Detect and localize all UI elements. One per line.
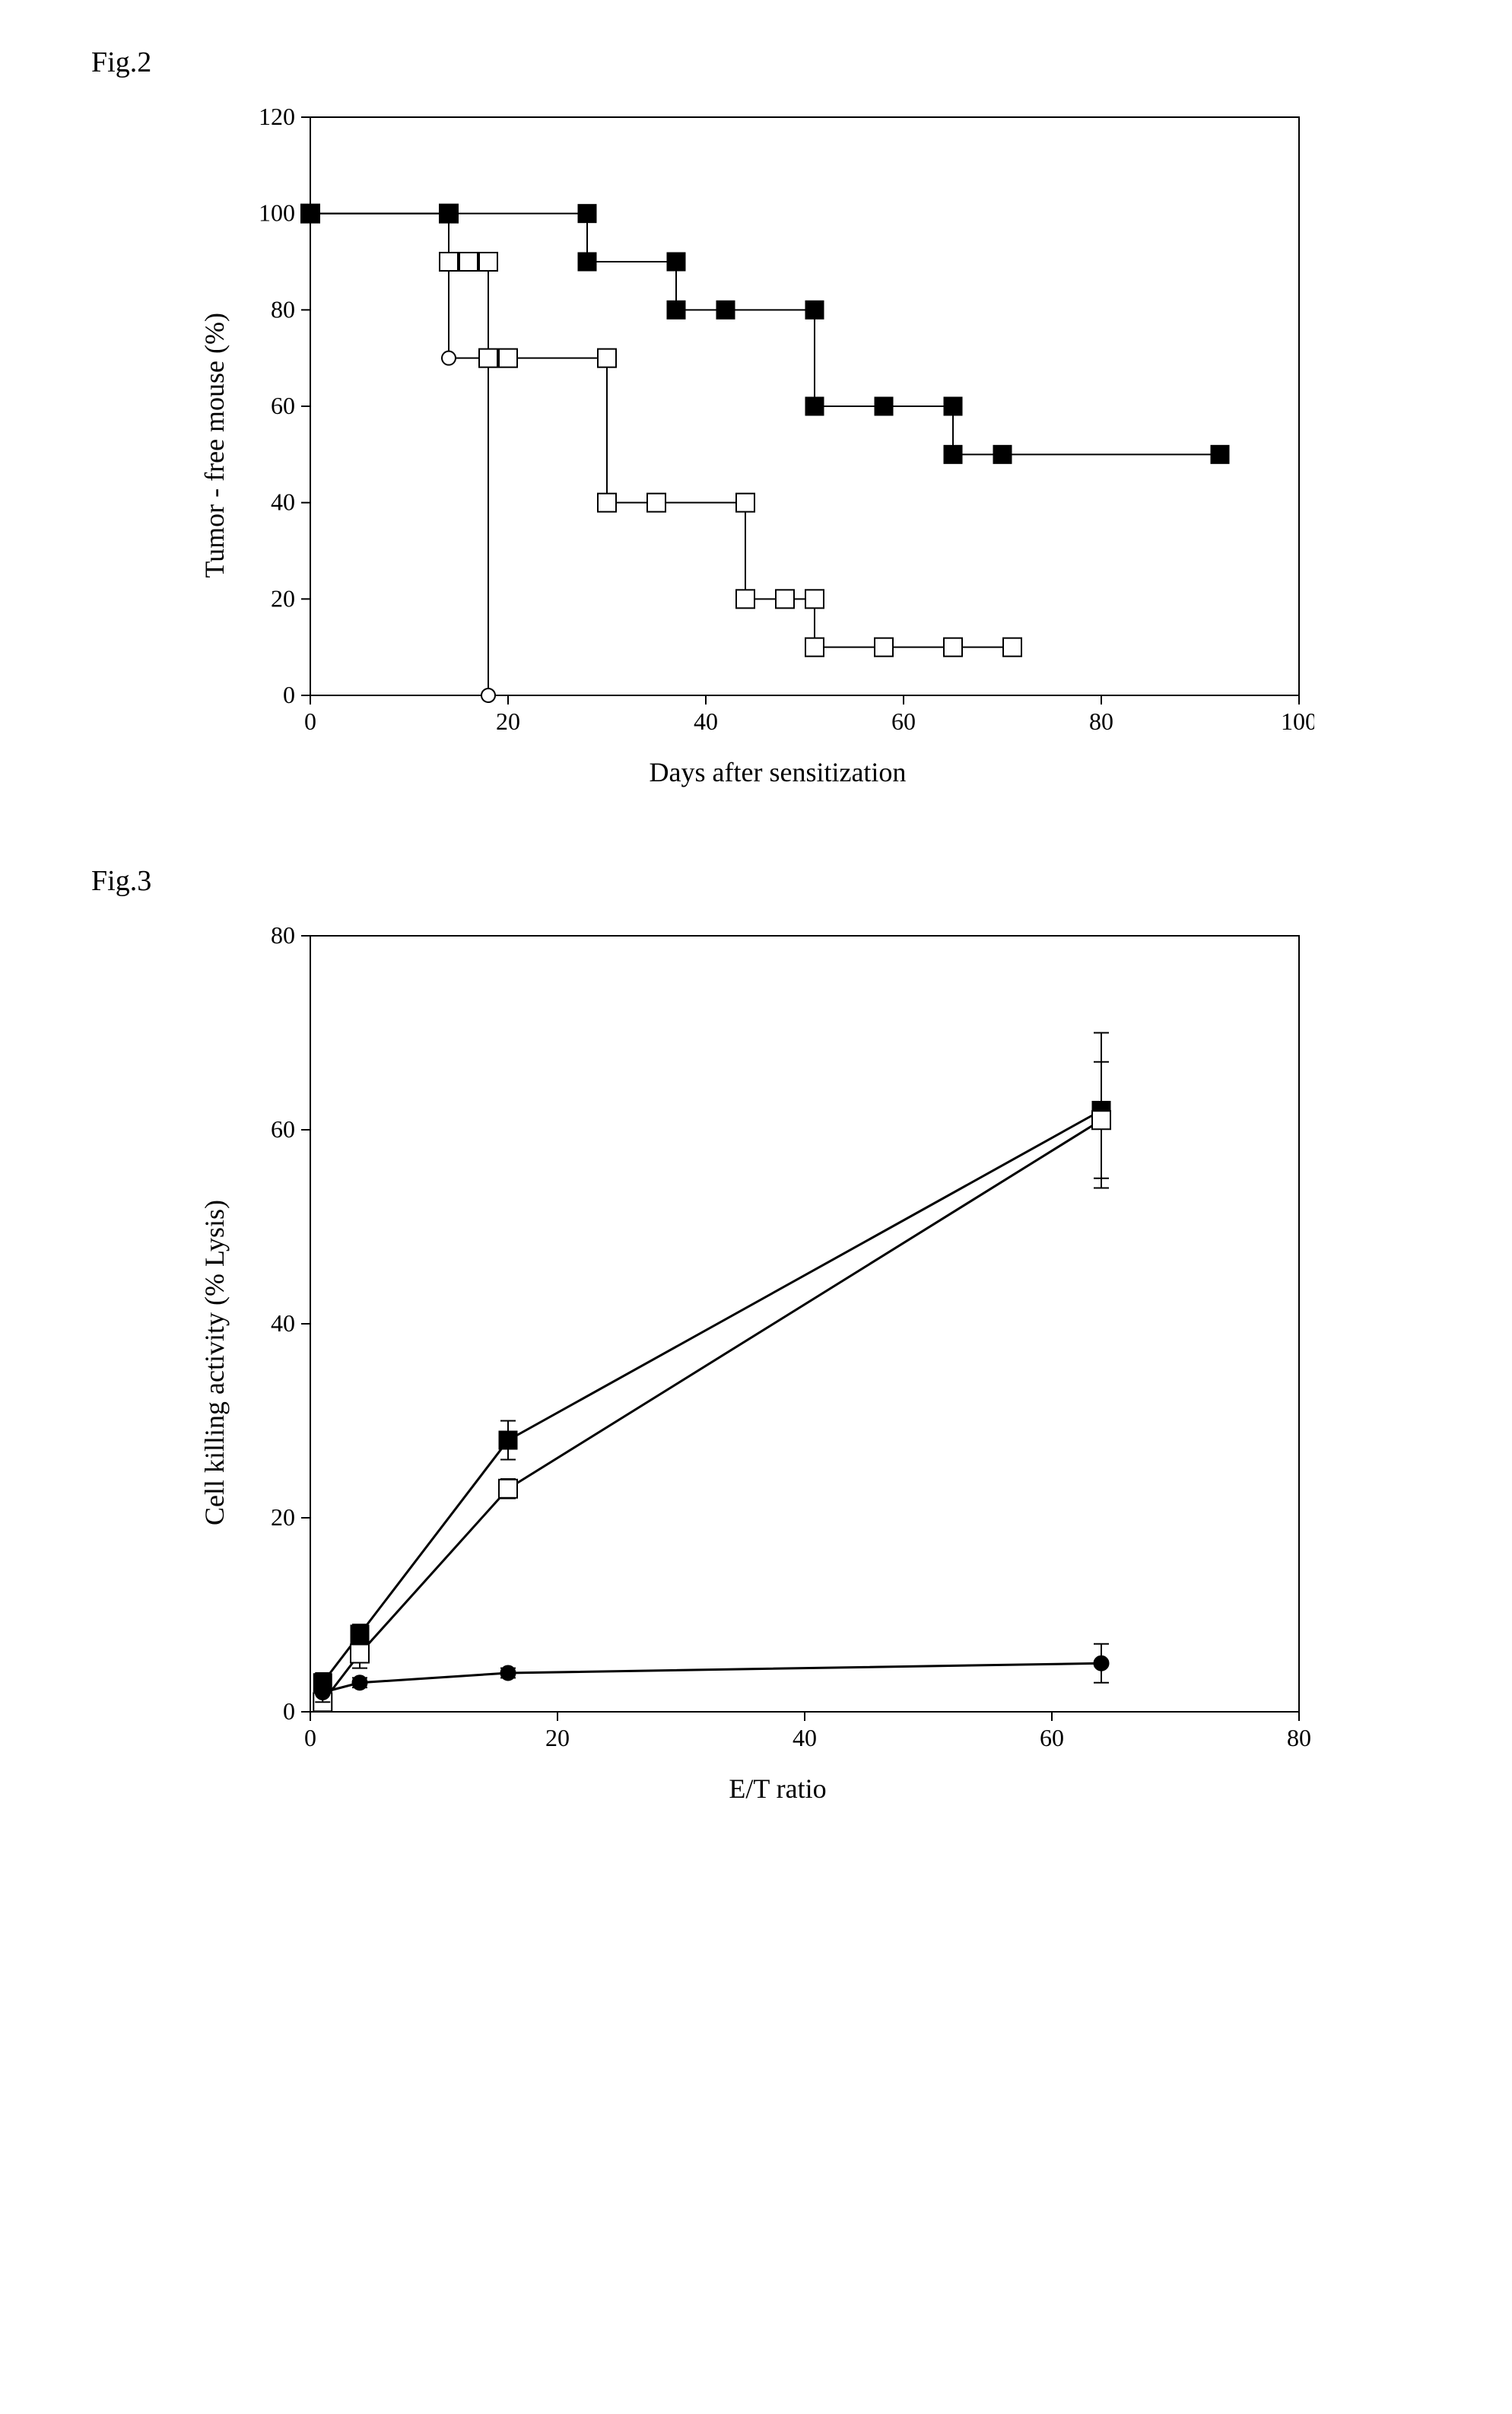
figure-2-svg: 0 20 40 60 80 100 0 20 40 60 80 100 120 — [242, 102, 1314, 749]
svg-text:0: 0 — [304, 708, 316, 735]
svg-text:100: 100 — [1281, 708, 1314, 735]
figure-2-xlabel: Days after sensitization — [242, 756, 1314, 788]
figure-3-label: Fig.3 — [91, 864, 1451, 898]
svg-text:40: 40 — [694, 708, 718, 735]
figure-2-chart-wrapper: Tumor - free mouse (%) 0 20 40 60 80 100 0 20 40… — [61, 102, 1451, 788]
svg-text:80: 80 — [1089, 708, 1113, 735]
svg-text:60: 60 — [271, 392, 295, 419]
svg-text:80: 80 — [271, 295, 295, 323]
figure-3-xlabel: E/T ratio — [242, 1773, 1314, 1805]
svg-text:20: 20 — [271, 584, 295, 612]
svg-text:80: 80 — [271, 921, 295, 949]
figure-2-label: Fig.2 — [91, 46, 1451, 79]
svg-text:40: 40 — [793, 1724, 817, 1751]
figure-3-svg: 0 20 40 60 80 0 20 40 60 80 — [242, 921, 1314, 1765]
figure-2-ylabel: Tumor - free mouse (%) — [199, 313, 230, 578]
svg-text:40: 40 — [271, 488, 295, 516]
svg-text:0: 0 — [304, 1724, 316, 1751]
svg-text:20: 20 — [496, 708, 520, 735]
svg-text:20: 20 — [545, 1724, 570, 1751]
svg-text:60: 60 — [271, 1115, 295, 1143]
svg-text:60: 60 — [891, 708, 916, 735]
svg-text:60: 60 — [1040, 1724, 1064, 1751]
svg-text:0: 0 — [283, 681, 295, 708]
figure-3-chart-wrapper: Cell killing activity (% Lysis) 0 20 40 60 8… — [61, 921, 1451, 1805]
svg-text:0: 0 — [283, 1697, 295, 1725]
svg-text:100: 100 — [259, 199, 295, 227]
figure-3-plot-column: 0 20 40 60 80 0 20 40 60 80 E/T ratio — [242, 921, 1314, 1805]
svg-text:120: 120 — [259, 103, 295, 130]
figure-2: Fig.2 Tumor - free mouse (%) 0 20 40 60 80 10… — [61, 46, 1451, 788]
figure-2-plot-column: 0 20 40 60 80 100 0 20 40 60 80 100 120 Days after s… — [242, 102, 1314, 788]
figure-3-ylabel: Cell killing activity (% Lysis) — [199, 1200, 230, 1525]
svg-text:80: 80 — [1287, 1724, 1311, 1751]
figure-3: Fig.3 Cell killing activity (% Lysis) 0 2… — [61, 864, 1451, 1805]
svg-text:20: 20 — [271, 1503, 295, 1531]
svg-text:40: 40 — [271, 1309, 295, 1337]
